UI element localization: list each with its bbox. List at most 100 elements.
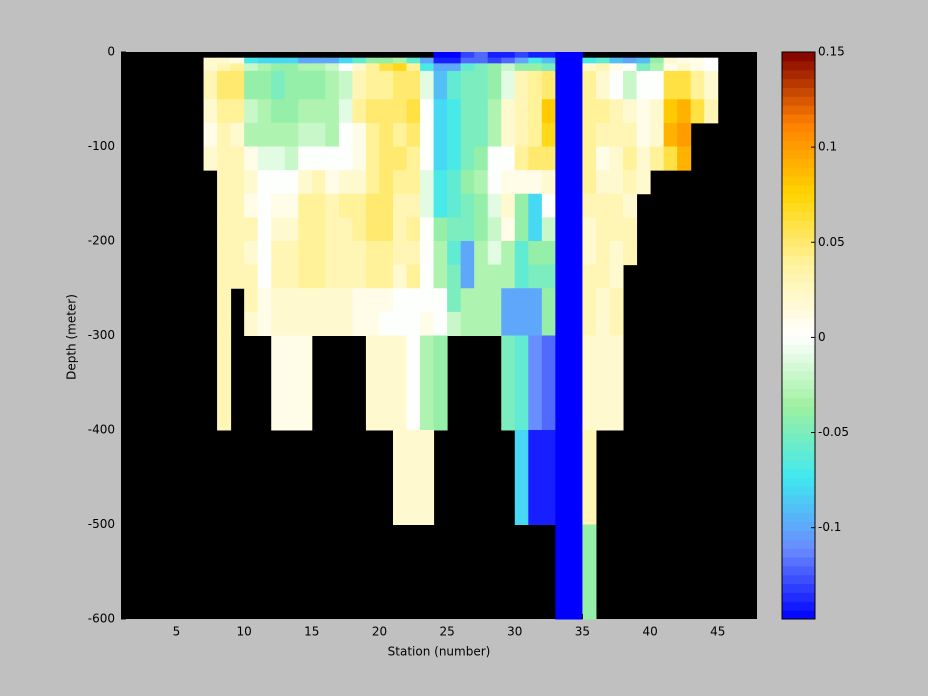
heat-cell xyxy=(230,63,245,72)
heat-cell xyxy=(528,311,543,336)
heat-cell xyxy=(392,122,408,147)
heat-cell xyxy=(487,217,502,242)
y-tick-label: -200 xyxy=(88,234,115,248)
heat-cell xyxy=(609,193,624,218)
heat-cell xyxy=(582,430,597,525)
x-tick-label: 30 xyxy=(507,625,522,639)
heat-cell xyxy=(609,170,624,195)
x-tick-label: 15 xyxy=(304,625,319,639)
heat-cell xyxy=(352,193,367,218)
heat-cell xyxy=(420,63,435,72)
heat-cell xyxy=(203,122,218,147)
heat-cell xyxy=(365,57,380,64)
heat-cell xyxy=(487,146,502,171)
heat-cell xyxy=(460,264,475,289)
heat-cell xyxy=(352,170,367,195)
y-tick-label: -100 xyxy=(88,139,115,153)
heat-cell xyxy=(311,241,326,266)
heat-cell xyxy=(528,430,543,525)
heat-cell xyxy=(460,170,475,195)
heat-cell xyxy=(325,122,340,147)
heat-cell xyxy=(568,430,583,525)
heat-cell xyxy=(501,311,516,336)
colorbar-band xyxy=(782,211,815,221)
colorbar-band xyxy=(782,521,815,531)
heat-cell xyxy=(447,311,462,336)
heat-cell xyxy=(311,264,326,289)
heat-cell xyxy=(311,311,326,336)
heat-cell xyxy=(284,122,299,147)
heat-cell xyxy=(568,193,583,218)
heat-cell xyxy=(311,193,326,218)
x-tick-label: 35 xyxy=(575,625,590,639)
heat-cell xyxy=(514,99,529,124)
heat-cell xyxy=(420,193,435,218)
heat-cell xyxy=(595,146,611,171)
heat-cell xyxy=(392,193,408,218)
heat-cell xyxy=(555,63,570,72)
heat-cell xyxy=(325,241,340,266)
heat-cell xyxy=(501,288,516,313)
heat-cell xyxy=(568,311,583,336)
heat-cell xyxy=(420,430,435,525)
heat-cell xyxy=(406,99,421,124)
heat-cell xyxy=(311,170,326,195)
colorbar-band xyxy=(782,565,815,576)
heat-cell xyxy=(541,288,556,313)
heat-cell xyxy=(311,57,326,64)
colorbar-band xyxy=(782,539,815,549)
heat-cell xyxy=(474,52,489,59)
colorbar-band xyxy=(782,441,815,452)
heat-cell xyxy=(623,99,638,124)
heat-cell xyxy=(501,57,516,64)
heat-cell xyxy=(623,146,638,171)
heat-cell xyxy=(568,146,583,171)
heat-cell xyxy=(487,311,502,336)
heat-cell xyxy=(609,217,624,242)
heat-cell xyxy=(338,193,353,218)
heat-cell xyxy=(271,146,286,171)
colorbar-band xyxy=(782,114,815,124)
heat-cell xyxy=(244,264,259,289)
heat-cell xyxy=(433,99,448,124)
heat-cell xyxy=(636,57,651,64)
heat-cell xyxy=(514,122,529,147)
heat-cell xyxy=(433,70,448,100)
heat-cell xyxy=(595,241,611,266)
heat-cell xyxy=(406,335,421,431)
heat-cell xyxy=(555,311,570,336)
heat-cell xyxy=(582,264,597,289)
heat-cell xyxy=(298,335,313,431)
heat-cell xyxy=(392,63,408,72)
heat-cell xyxy=(623,57,638,64)
colorbar-band xyxy=(782,122,815,133)
heat-cell xyxy=(528,122,543,147)
heat-cell xyxy=(433,170,448,195)
heat-cell xyxy=(555,52,570,59)
heat-cell xyxy=(541,170,556,195)
heat-cell xyxy=(514,288,529,313)
heat-cell xyxy=(271,57,286,64)
x-tick-label: 10 xyxy=(236,625,251,639)
heat-cell xyxy=(623,63,638,72)
heat-cell xyxy=(392,335,408,431)
heat-cell xyxy=(636,99,651,124)
heat-cell xyxy=(311,217,326,242)
heat-cell xyxy=(555,217,570,242)
heat-cell xyxy=(528,193,543,218)
heat-cell xyxy=(501,122,516,147)
x-tick-label: 25 xyxy=(439,625,454,639)
heat-cell xyxy=(663,146,678,171)
heat-cell xyxy=(447,193,462,218)
heat-cell xyxy=(420,99,435,124)
heat-cell xyxy=(474,170,489,195)
heat-cell xyxy=(352,63,367,72)
heat-cell xyxy=(379,146,394,171)
heat-cell xyxy=(257,264,272,289)
heat-cell xyxy=(420,170,435,195)
colorbar-band xyxy=(782,450,815,461)
heat-cell xyxy=(541,241,556,266)
heat-cell xyxy=(325,57,340,64)
heat-cell xyxy=(352,241,367,266)
heat-cell xyxy=(636,70,651,100)
